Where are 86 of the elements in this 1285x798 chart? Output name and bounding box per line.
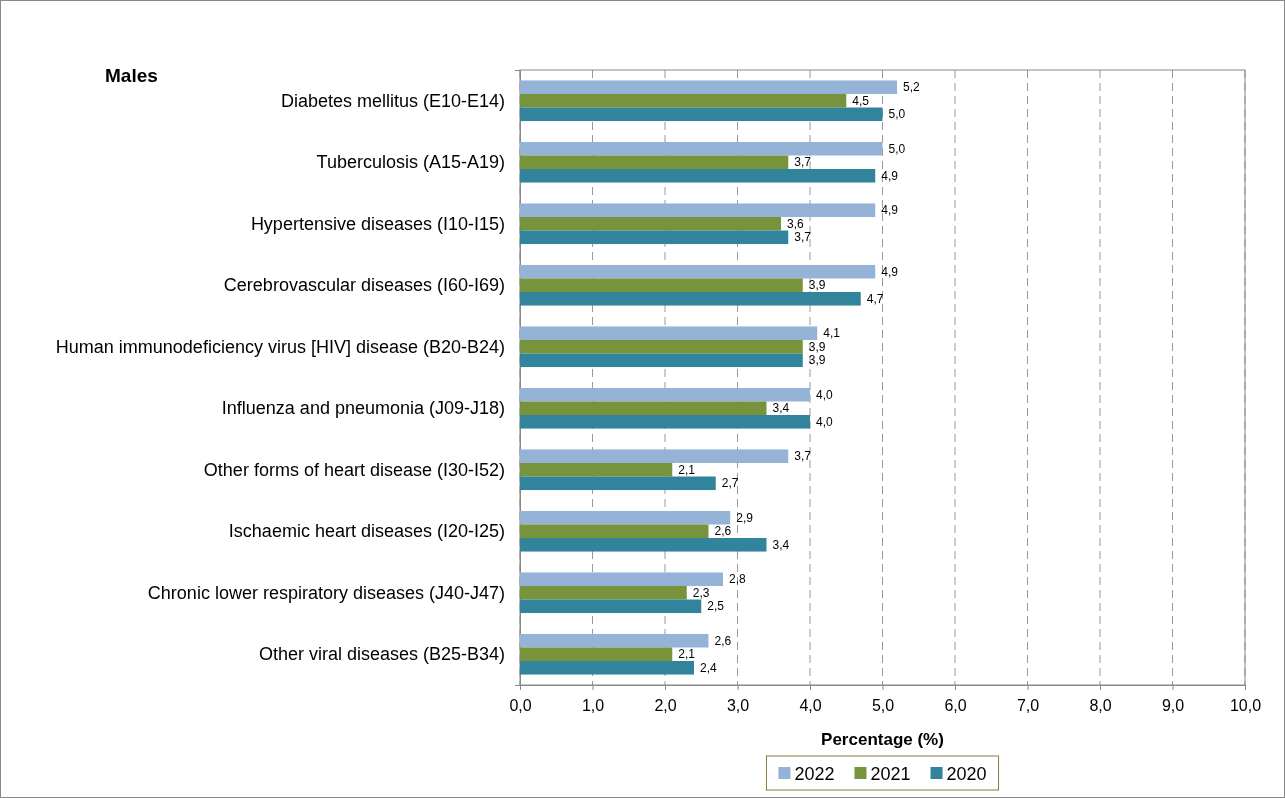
data-label: 4,9 <box>881 168 899 183</box>
data-label: 4,5 <box>852 93 870 108</box>
y-tick-label: Other forms of heart disease (I30-I52) <box>203 459 505 480</box>
data-label: 3,4 <box>772 401 790 416</box>
data-label: 2,3 <box>692 585 710 600</box>
bar <box>520 264 876 279</box>
x-tick-label: 10,0 <box>1229 696 1262 714</box>
data-label: 4,0 <box>816 387 834 402</box>
data-label: 3,7 <box>794 449 812 464</box>
bar <box>520 599 702 614</box>
bar <box>520 326 818 340</box>
x-tick-label: 1,0 <box>581 696 605 714</box>
x-tick-label: 8,0 <box>1089 696 1112 714</box>
x-tick-label: 7,0 <box>1016 696 1040 714</box>
bar <box>520 292 861 306</box>
x-tick-label: 6,0 <box>944 696 967 714</box>
data-label: 2,6 <box>714 524 732 539</box>
bar <box>520 401 767 416</box>
bar <box>520 169 876 183</box>
data-label: 4,9 <box>881 203 899 218</box>
bar <box>520 449 789 463</box>
data-label: 2,1 <box>678 462 696 477</box>
data-label: 3,9 <box>808 339 826 354</box>
x-tick-label: 2,0 <box>654 696 677 714</box>
y-tick-label: Chronic lower respiratory diseases (J40-J47) <box>147 582 505 603</box>
data-label: 2,6 <box>714 633 732 648</box>
x-tick-label: 3,0 <box>726 696 750 714</box>
data-label: 3,7 <box>794 230 812 245</box>
bar <box>520 661 694 675</box>
y-tick-label: Influenza and pneumonia (J09-J18) <box>221 398 505 419</box>
x-tick-label: 5,0 <box>871 696 895 714</box>
legend-label: 2022 <box>794 764 835 784</box>
bar <box>520 155 789 170</box>
bar <box>520 278 803 293</box>
x-tick-label: 4,0 <box>799 696 822 714</box>
data-label: 2,4 <box>700 660 718 675</box>
y-tick-label: Cerebrovascular diseases (I60-I69) <box>223 275 505 296</box>
y-tick-label: Other viral diseases (B25-B34) <box>258 644 505 665</box>
bar <box>520 585 687 600</box>
data-label: 4,1 <box>823 326 841 341</box>
bar <box>520 230 789 245</box>
data-label: 2,8 <box>729 572 747 587</box>
bar <box>520 462 673 477</box>
data-label: 3,4 <box>772 537 790 552</box>
bar <box>520 633 709 648</box>
bar <box>520 510 731 525</box>
bar <box>520 415 810 429</box>
y-tick-label: Human immunodeficiency virus [HIV] disease (B20-B24) <box>55 336 505 357</box>
x-axis-title: Percentage (%) <box>821 730 944 749</box>
data-label: 3,6 <box>787 216 805 231</box>
bar <box>520 80 897 94</box>
legend-label: 2021 <box>870 764 911 784</box>
legend-label: 2020 <box>946 764 987 784</box>
data-label: 2,7 <box>721 476 739 491</box>
x-tick-label: 9,0 <box>1161 696 1185 714</box>
data-label: 3,9 <box>808 278 826 293</box>
data-label: 4,9 <box>881 264 899 279</box>
x-tick-label: 0,0 <box>509 696 532 714</box>
data-label: 5,0 <box>888 107 906 122</box>
data-label: 5,0 <box>888 141 906 156</box>
y-tick-label: Hypertensive diseases (I10-I15) <box>250 213 505 234</box>
y-tick-label: Diabetes mellitus (E10-E14) <box>280 90 505 111</box>
bar <box>520 216 781 231</box>
bar <box>520 353 803 368</box>
y-tick-label: Tuberculosis (A15-A19) <box>316 152 505 173</box>
data-label: 4,7 <box>866 291 884 306</box>
data-label: 5,2 <box>903 80 921 95</box>
data-label: 3,7 <box>794 155 812 170</box>
bar <box>520 647 673 662</box>
data-label: 3,9 <box>808 353 826 368</box>
data-label: 2,5 <box>707 599 725 614</box>
bar <box>520 339 803 354</box>
bar <box>520 476 716 491</box>
bar <box>520 524 709 539</box>
data-label: 2,1 <box>678 647 696 662</box>
bar <box>520 203 876 217</box>
data-label: 4,0 <box>816 414 834 429</box>
bar <box>520 387 810 402</box>
text: Males <box>105 65 158 86</box>
bar <box>520 93 847 108</box>
bar <box>520 107 883 122</box>
y-tick-label: Ischaemic heart diseases (I20-I25) <box>228 521 505 542</box>
data-label: 2,9 <box>736 510 754 525</box>
bar <box>520 141 883 156</box>
bar <box>520 538 767 552</box>
bar <box>520 572 723 586</box>
